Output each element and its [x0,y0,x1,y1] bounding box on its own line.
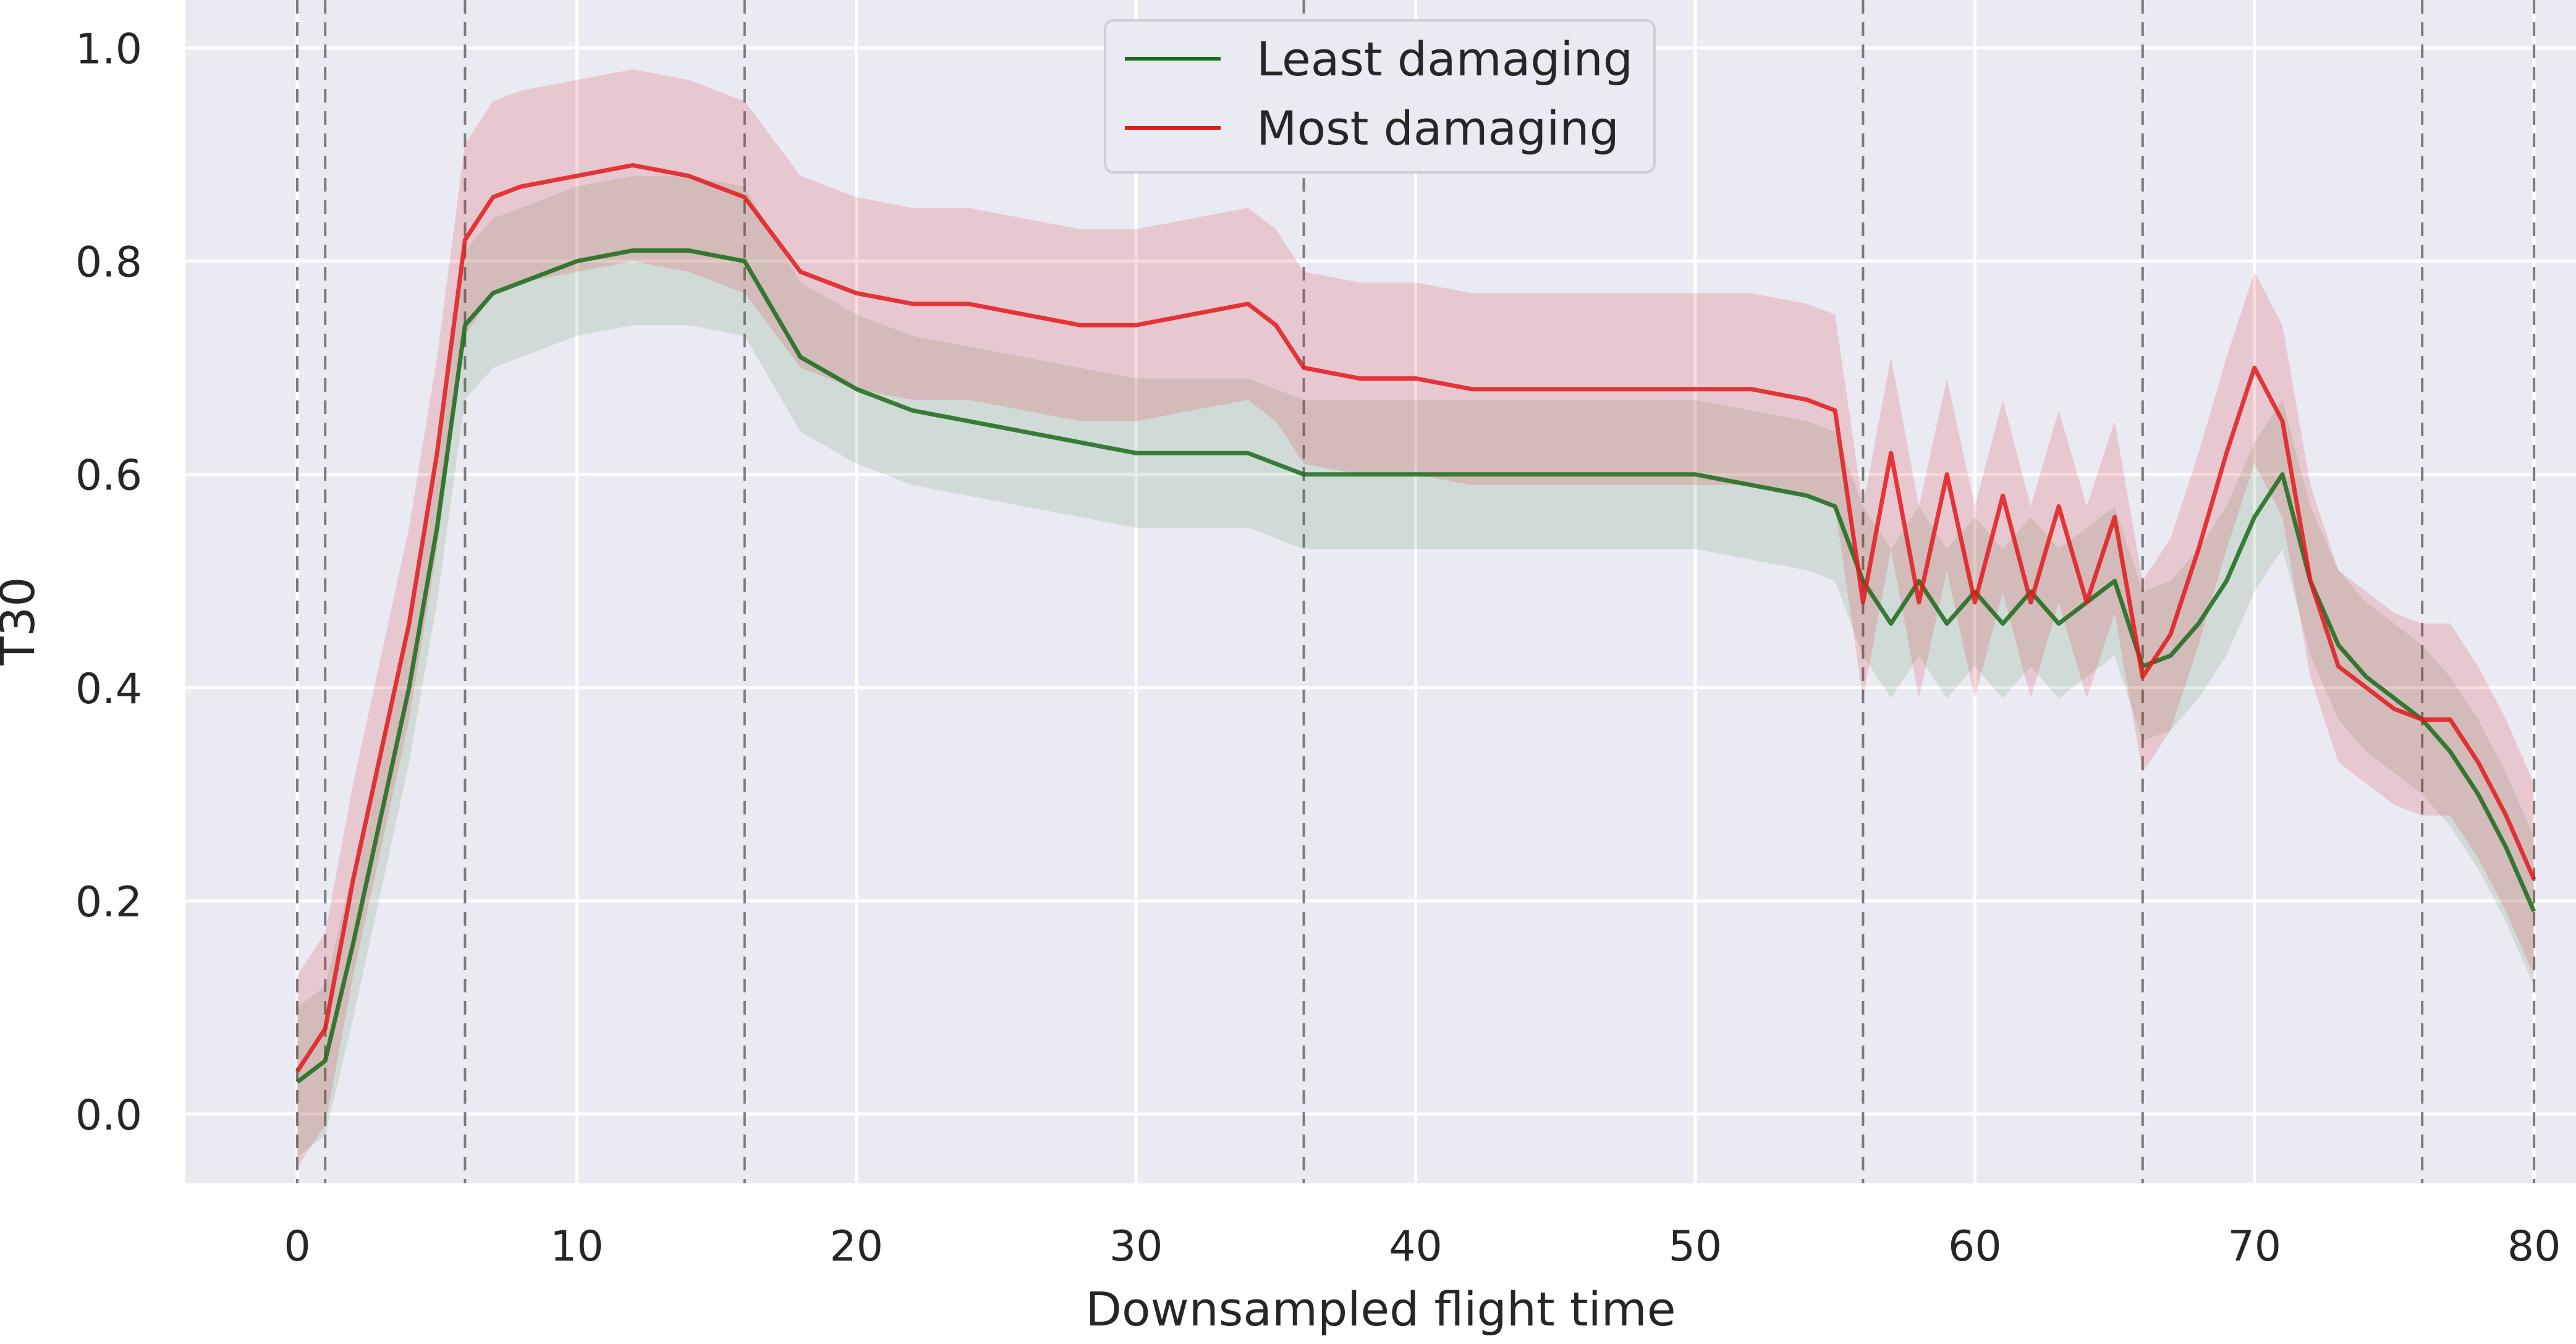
y-tick-labels: 0.0 0.2 0.4 0.6 0.8 1.0 [75,25,142,1140]
legend: Least damaging Most damaging [1104,19,1656,174]
y-tick-label: 0.4 [75,665,142,714]
y-tick-label: 1.0 [75,25,142,74]
x-axis-label: Downsampled flight time [1085,1282,1676,1337]
x-tick-label: 10 [550,1222,604,1271]
y-tick-label: 0.2 [75,878,142,927]
x-tick-label: 70 [2227,1222,2281,1271]
data-bands [297,69,2535,1168]
plot-background [185,0,2576,1183]
x-tick-label: 20 [829,1222,883,1271]
data-series [295,163,2536,1084]
y-tick-label: 0.8 [75,239,142,287]
x-tick-label: 80 [2507,1222,2561,1271]
x-tick-label: 30 [1109,1222,1163,1271]
x-tick-label: 60 [1948,1222,2002,1271]
legend-label-least-damaging: Least damaging [1256,32,1633,87]
y-tick-label: 0.0 [75,1091,142,1140]
legend-label-most-damaging: Most damaging [1256,101,1619,156]
x-tick-label: 50 [1669,1222,1722,1271]
y-axis-label: T30 [0,577,45,666]
series-band [297,69,2535,1168]
legend-frame [1104,19,1656,174]
series-line [295,163,2536,1073]
x-tick-label: 40 [1389,1222,1443,1271]
series-line [295,248,2536,1084]
x-tick-label: 0 [284,1222,310,1271]
x-tick-labels: 0 10 20 30 40 50 60 70 80 [284,1222,2561,1271]
y-tick-label: 0.6 [75,452,142,501]
series-band [297,175,2535,1157]
